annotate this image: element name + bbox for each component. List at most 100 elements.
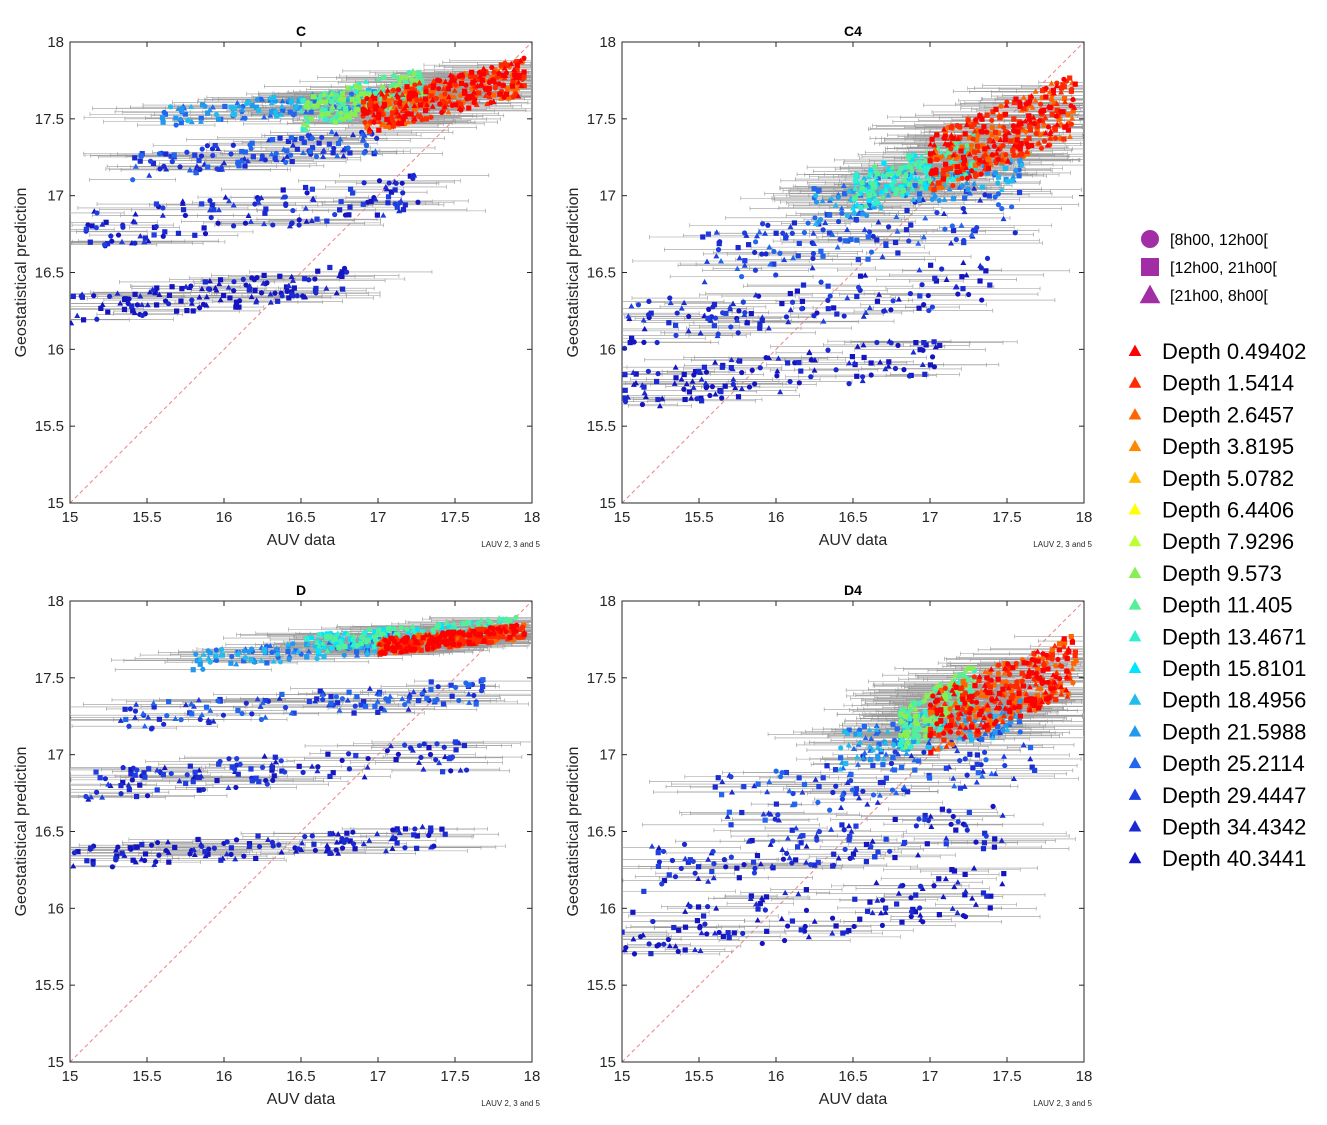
data-point — [497, 81, 503, 87]
data-point — [274, 113, 280, 119]
data-point — [277, 135, 283, 141]
data-point — [813, 199, 820, 205]
data-point — [689, 378, 696, 384]
data-point — [916, 305, 922, 311]
data-point — [385, 98, 391, 104]
data-point — [285, 282, 292, 289]
data-point — [915, 240, 922, 246]
data-point — [491, 69, 497, 75]
data-point — [796, 240, 802, 247]
data-point — [403, 100, 409, 106]
data-point — [1000, 215, 1007, 222]
data-point — [304, 118, 311, 125]
data-point — [286, 222, 293, 229]
data-point — [390, 123, 396, 129]
data-point — [469, 69, 475, 75]
data-point — [831, 305, 837, 311]
data-point — [655, 396, 661, 403]
data-point — [936, 197, 942, 203]
data-point — [394, 204, 400, 210]
data-point — [239, 157, 246, 164]
data-point — [832, 202, 839, 208]
data-point — [261, 220, 268, 227]
data-point — [451, 87, 458, 93]
data-point — [479, 77, 485, 83]
data-point — [365, 106, 372, 113]
data-point — [335, 140, 342, 147]
data-point — [254, 274, 260, 281]
data-point — [711, 323, 717, 329]
data-point — [729, 365, 736, 372]
data-point — [781, 256, 788, 263]
data-point — [163, 151, 169, 157]
data-point — [931, 339, 937, 345]
data-point — [99, 221, 106, 227]
data-point — [352, 100, 358, 107]
data-point — [412, 106, 418, 112]
data-point — [862, 272, 869, 278]
data-point — [339, 286, 346, 292]
data-point — [321, 91, 328, 97]
data-point — [773, 272, 779, 278]
data-point — [478, 82, 484, 88]
data-point — [356, 82, 362, 88]
data-point — [678, 305, 685, 311]
data-point — [844, 226, 851, 232]
data-point — [217, 277, 224, 283]
data-point — [686, 389, 693, 395]
data-point — [156, 151, 163, 157]
data-point — [691, 372, 697, 378]
x-tick-label: 15.5 — [132, 509, 161, 526]
data-point — [345, 85, 351, 91]
data-point — [655, 371, 661, 377]
data-point — [929, 196, 935, 202]
data-point — [154, 302, 160, 308]
data-point — [811, 367, 818, 373]
data-point — [261, 272, 267, 279]
data-point — [508, 60, 515, 67]
data-point — [740, 299, 746, 305]
data-point — [393, 180, 399, 186]
data-point — [999, 206, 1005, 212]
data-point — [131, 219, 138, 225]
data-point — [304, 122, 311, 128]
data-point — [514, 67, 520, 73]
data-point — [390, 110, 396, 116]
data-point — [759, 221, 766, 227]
data-point — [476, 90, 482, 96]
data-point — [468, 73, 474, 80]
data-point — [459, 72, 465, 78]
data-point — [874, 237, 880, 243]
data-point — [709, 384, 715, 390]
data-point — [184, 307, 190, 314]
data-point — [808, 374, 814, 380]
data-point — [673, 332, 679, 339]
data-point — [774, 367, 781, 374]
data-point — [121, 306, 128, 313]
x-tick-label: 15 — [62, 509, 79, 526]
data-point — [303, 184, 309, 191]
data-point — [383, 123, 389, 129]
data-point — [868, 249, 875, 255]
data-point — [412, 92, 418, 98]
data-point — [105, 309, 111, 315]
panel-title: C — [296, 23, 306, 39]
data-point — [983, 268, 989, 274]
data-point — [645, 368, 651, 374]
data-point — [752, 381, 758, 387]
data-point — [319, 134, 325, 141]
data-point — [992, 170, 998, 176]
data-point — [840, 182, 847, 188]
data-point — [339, 90, 346, 96]
data-point — [332, 119, 339, 125]
data-point — [812, 215, 818, 221]
data-point — [673, 375, 679, 381]
data-point — [372, 148, 379, 154]
data-point — [763, 251, 769, 257]
data-point — [263, 206, 269, 212]
data-point — [423, 101, 430, 107]
data-point — [692, 369, 699, 375]
data-point — [308, 116, 314, 122]
data-point — [723, 310, 729, 316]
data-point — [144, 301, 151, 308]
